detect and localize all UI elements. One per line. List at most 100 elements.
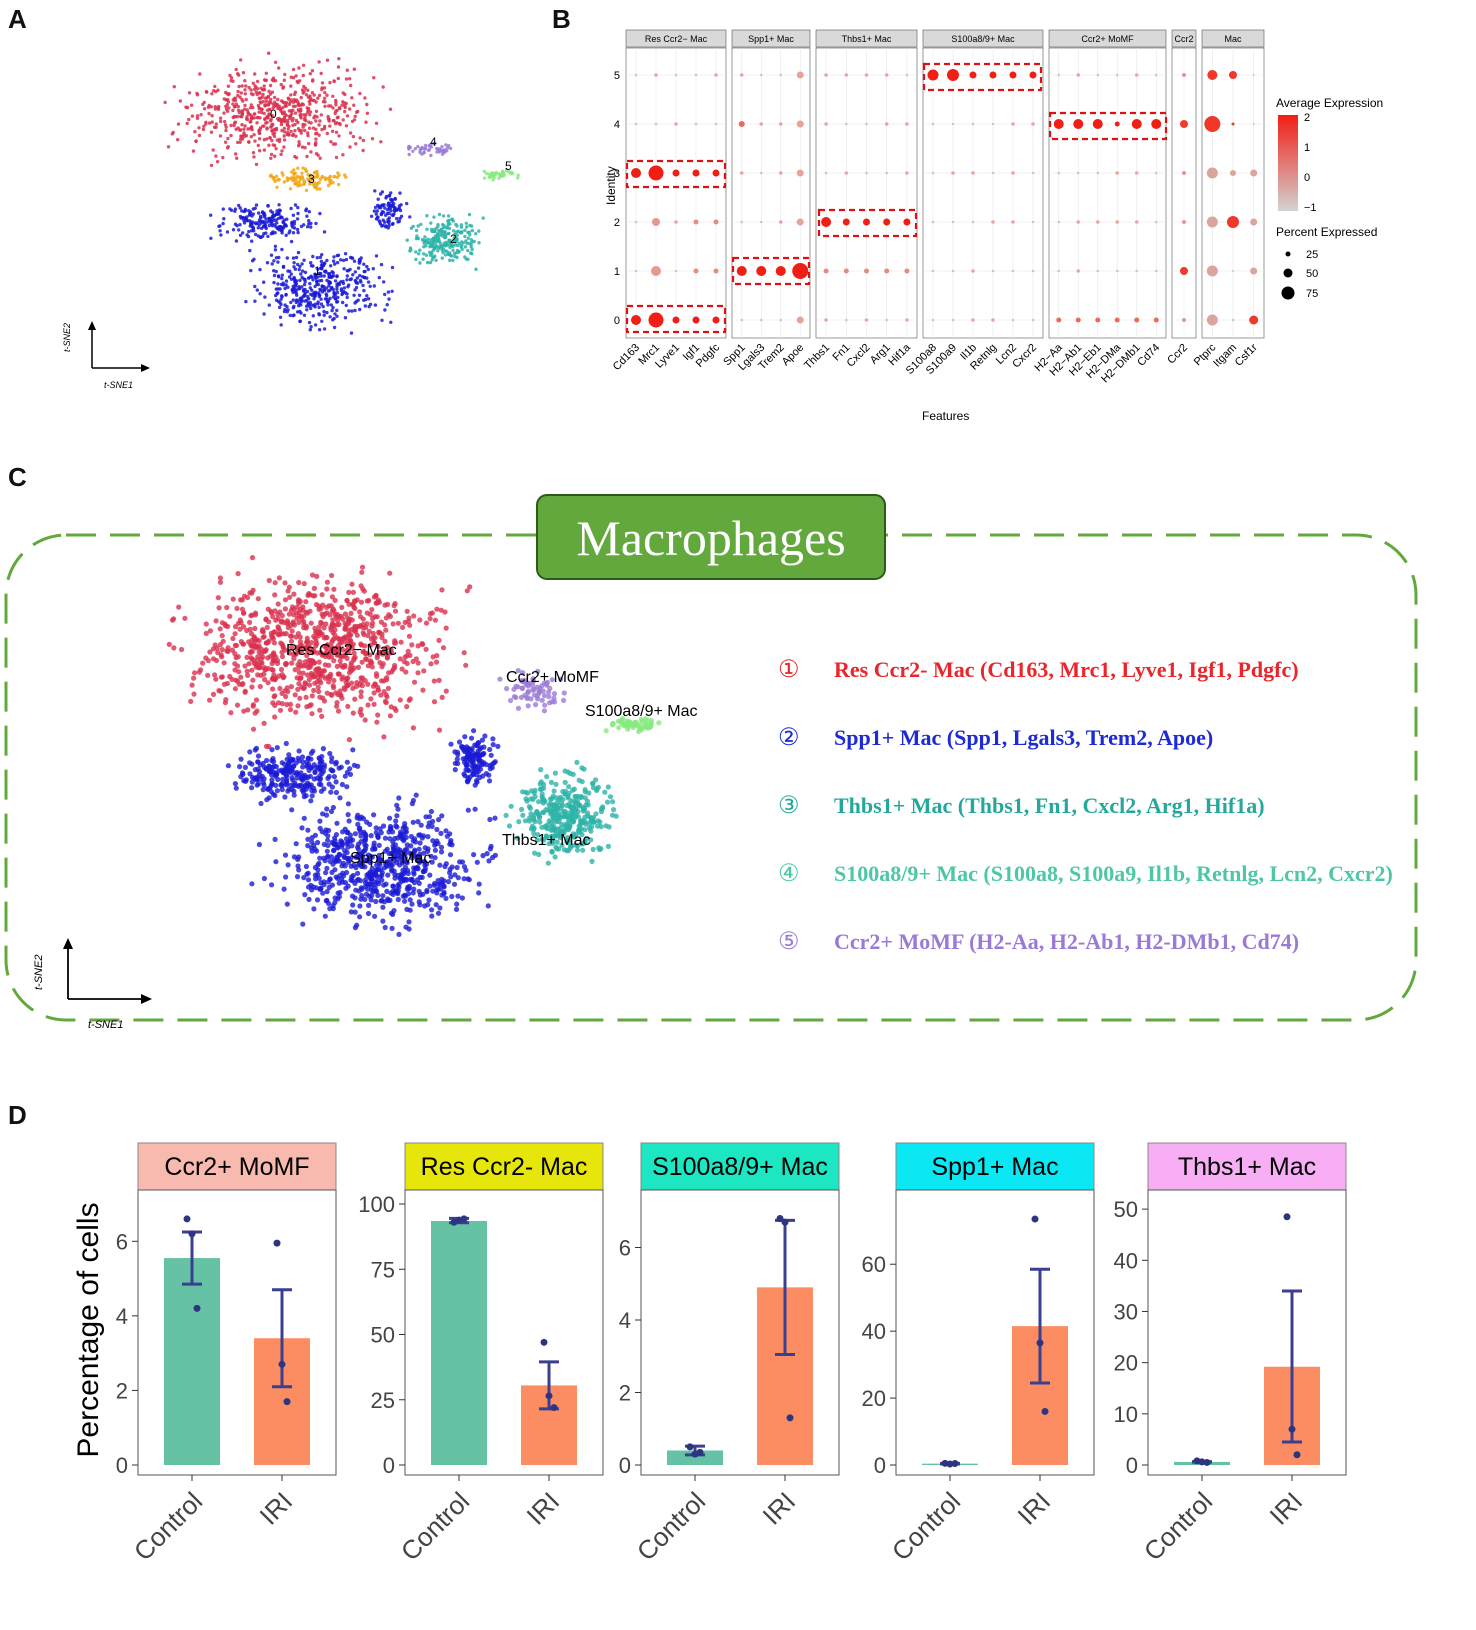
dotplot-dot: [796, 316, 804, 324]
res-ccr2-mac-point: [461, 650, 467, 656]
cluster-0-point: [300, 145, 305, 149]
thbs1-mac-point: [604, 799, 611, 805]
cluster-0-point: [231, 115, 235, 120]
legend-item-number: ②: [778, 725, 800, 751]
spp1-mac-point: [429, 859, 435, 865]
cluster-1-point: [316, 275, 320, 279]
cluster-1-point: [326, 299, 331, 303]
spp1-mac-point: [352, 909, 358, 915]
dotplot-dot: [1031, 171, 1035, 175]
cluster-3-point: [285, 178, 289, 183]
cluster-1-point: [377, 205, 381, 210]
cluster-5-point: [494, 170, 498, 175]
cluster-0-point: [207, 121, 212, 125]
dotplot-dot: [951, 269, 955, 273]
res-ccr2-mac-point: [286, 584, 292, 590]
cluster-3-point: [304, 169, 308, 173]
res-ccr2-mac-point: [335, 708, 342, 714]
res-ccr2-mac-point: [272, 580, 278, 586]
res-ccr2-mac-point: [305, 672, 311, 678]
dotplot-dot: [1182, 171, 1186, 175]
spp1-mac-point: [448, 741, 454, 747]
res-ccr2-mac-point: [203, 621, 209, 627]
spp1-mac-point: [279, 760, 285, 766]
cluster-1-point: [291, 213, 296, 217]
cluster-0-point: [289, 98, 293, 102]
res-ccr2-mac-point: [285, 625, 291, 631]
thbs1-mac-point: [552, 770, 559, 776]
cluster-0-point: [320, 86, 324, 90]
cluster-1-point: [267, 223, 271, 228]
cluster-1-point: [372, 284, 376, 288]
thbs1-mac-point: [564, 834, 571, 841]
cluster-0-point: [263, 96, 267, 100]
cluster-0-point: [315, 131, 319, 135]
cluster-0-point: [251, 105, 255, 110]
res-ccr2-mac-point: [390, 666, 396, 673]
cluster-0-point: [218, 116, 223, 120]
cluster-1-point: [356, 298, 360, 302]
res-ccr2-mac-point: [328, 643, 334, 650]
res-ccr2-mac-point: [212, 642, 218, 648]
spp1-mac-point: [299, 825, 305, 831]
res-ccr2-mac-point: [260, 654, 266, 660]
cluster-2-point: [456, 250, 461, 254]
cluster-1-point: [312, 297, 316, 301]
res-ccr2-mac-point: [376, 629, 383, 636]
res-ccr2-mac-point: [360, 586, 366, 592]
cluster-1-point: [358, 278, 363, 283]
res-ccr2-mac-point: [318, 605, 324, 611]
cluster-1-point: [327, 281, 331, 285]
cluster-1-point: [304, 207, 309, 211]
spp1-mac-point: [326, 781, 332, 787]
spp1-mac-point: [308, 798, 314, 804]
cluster-1-point: [377, 219, 381, 223]
dotplot-dot: [1115, 171, 1120, 175]
res-ccr2-mac-point: [307, 664, 313, 670]
cluster-1-point: [346, 285, 350, 289]
cluster-0-point: [338, 122, 342, 127]
cluster-1-point: [386, 220, 390, 224]
s100a8-9-mac-point: [644, 725, 651, 731]
cluster-0-point: [363, 96, 367, 100]
cluster-0-point: [249, 117, 253, 121]
cluster-0-point: [291, 76, 296, 80]
cluster-1-point: [246, 234, 251, 239]
cluster-0-point: [224, 98, 228, 102]
res-ccr2-mac-point: [352, 623, 358, 629]
cluster-1-point: [315, 279, 319, 283]
cluster-0-point: [299, 131, 303, 135]
dotplot-dot: [883, 218, 891, 226]
res-ccr2-mac-point: [234, 605, 240, 611]
cluster-1-point: [260, 219, 265, 224]
dotplot-dot: [1206, 216, 1218, 228]
spp1-mac-point: [468, 735, 475, 741]
res-ccr2-mac-point: [324, 635, 330, 641]
res-ccr2-mac-point: [244, 668, 250, 674]
cluster-1-point: [383, 206, 387, 210]
data-point: [278, 1360, 286, 1368]
res-ccr2-mac-point: [275, 625, 281, 631]
identity-tick-label: 2: [614, 217, 620, 229]
thbs1-mac-point: [531, 830, 537, 836]
dotplot-dot: [779, 318, 783, 322]
spp1-mac-point: [314, 897, 321, 903]
res-ccr2-mac-point: [200, 660, 206, 666]
cluster-1-point: [267, 216, 271, 221]
res-ccr2-mac-point: [245, 672, 251, 678]
spp1-mac-point: [354, 877, 360, 883]
cluster-0-point: [176, 138, 180, 142]
cluster-0-point: [272, 95, 277, 100]
cluster-0-point: [290, 133, 295, 138]
cluster-1-point: [235, 224, 239, 228]
thbs1-mac-point: [535, 832, 541, 838]
ccr2-momf-point: [519, 678, 525, 684]
spp1-mac-point: [305, 877, 312, 883]
res-ccr2-mac-point: [304, 704, 310, 710]
ccr2-momf-point: [547, 685, 553, 691]
res-ccr2-mac-point: [287, 594, 293, 600]
cluster-1-point: [392, 212, 396, 216]
cluster-1-point: [237, 203, 241, 208]
cluster-0-point: [291, 67, 296, 72]
